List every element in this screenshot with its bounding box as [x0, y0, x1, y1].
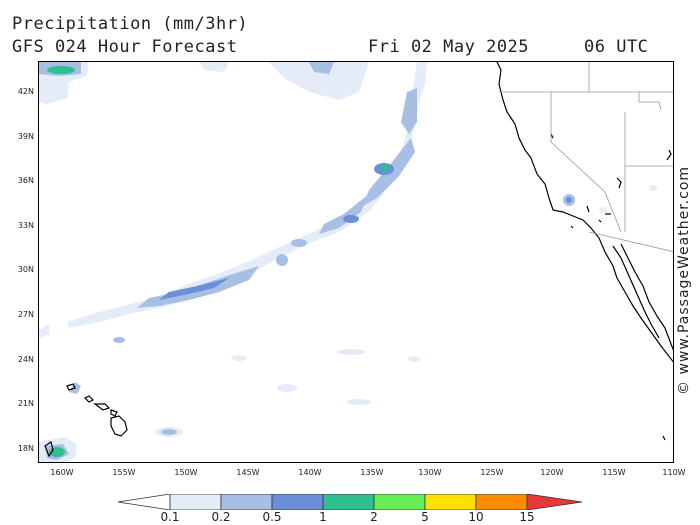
legend-label: 0.1 [160, 510, 180, 524]
map-canvas [39, 62, 673, 462]
legend-swatch [220, 494, 273, 510]
legend-swatch [424, 494, 477, 510]
legend-label: 15 [519, 510, 535, 524]
lon-label: 115W [602, 468, 626, 477]
lat-label: 36N [17, 176, 34, 185]
legend-swatch [322, 494, 375, 510]
lat-label: 21N [17, 399, 34, 408]
precipitation-overlay [39, 62, 657, 462]
lon-label: 120W [540, 468, 564, 477]
legend-swatch [169, 494, 222, 510]
lat-label: 42N [17, 87, 34, 96]
forecast-subtitle: GFS 024 Hour Forecast [12, 37, 238, 57]
legend-label: 1 [319, 510, 327, 524]
lat-label: 24N [17, 355, 34, 364]
legend-label: 10 [468, 510, 484, 524]
legend-swatch [526, 494, 583, 510]
lon-label: 150W [174, 468, 198, 477]
precipitation-map [38, 61, 674, 463]
legend-label: 0.2 [211, 510, 231, 524]
lon-label: 130W [418, 468, 442, 477]
forecast-date: Fri 02 May 2025 [368, 37, 530, 57]
lon-label: 125W [480, 468, 504, 477]
lon-label: 110W [662, 468, 686, 477]
legend-swatch [271, 494, 324, 510]
lat-label: 18N [17, 444, 34, 453]
lat-label: 30N [17, 265, 34, 274]
coastline-layer [44, 62, 673, 458]
copyright-credit: © www.PassageWeather.com [676, 165, 692, 395]
lat-label: 33N [17, 221, 34, 230]
legend-swatch [373, 494, 426, 510]
lon-label: 140W [298, 468, 322, 477]
legend-label: 2 [370, 510, 378, 524]
lat-label: 39N [17, 132, 34, 141]
precipitation-legend [118, 494, 583, 510]
lon-label: 160W [50, 468, 74, 477]
lon-label: 145W [236, 468, 260, 477]
legend-label: 5 [421, 510, 429, 524]
legend-swatch [118, 494, 171, 510]
state-borders [499, 62, 673, 252]
legend-swatch [475, 494, 528, 510]
legend-label: 0.5 [262, 510, 282, 524]
forecast-time: 06 UTC [584, 37, 649, 57]
lat-label: 27N [17, 310, 34, 319]
lon-label: 135W [360, 468, 384, 477]
lon-label: 155W [112, 468, 136, 477]
chart-title: Precipitation (mm/3hr) [12, 14, 249, 34]
